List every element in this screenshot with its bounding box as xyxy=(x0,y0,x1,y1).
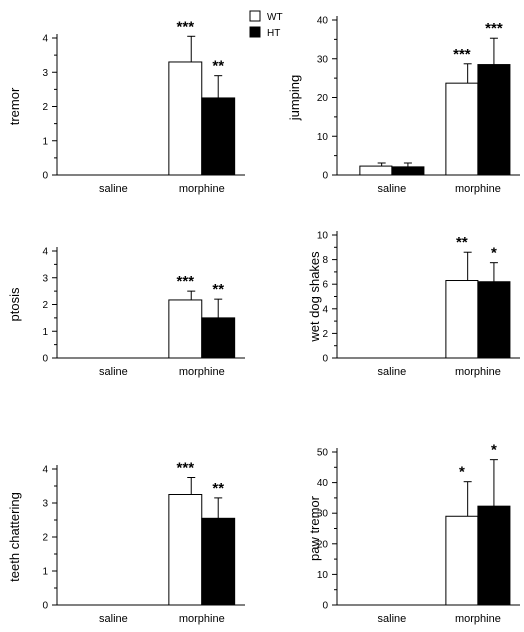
x-category-label: morphine xyxy=(455,183,501,195)
legend-swatch-ht xyxy=(249,26,261,38)
bar-ht xyxy=(391,166,425,176)
y-tick-label: 10 xyxy=(317,570,329,581)
significance-label: *** xyxy=(177,273,195,290)
y-tick-label: 0 xyxy=(42,354,48,365)
significance-label: ** xyxy=(212,281,224,298)
y-tick-label: 4 xyxy=(322,304,328,315)
bar-ht xyxy=(201,97,236,176)
y-tick-label: 2 xyxy=(42,102,48,113)
y-tick-label: 8 xyxy=(322,255,328,266)
significance-label: *** xyxy=(177,18,195,35)
x-category-label: morphine xyxy=(179,183,225,195)
y-tick-label: 0 xyxy=(42,171,48,182)
bar-wt xyxy=(168,494,203,606)
x-category-label: morphine xyxy=(455,613,501,625)
y-tick-label: 10 xyxy=(317,231,329,242)
y-tick-label: 2 xyxy=(42,533,48,544)
bar-wt xyxy=(445,82,479,176)
x-category-label: saline xyxy=(378,183,407,195)
x-category-label: saline xyxy=(99,613,128,625)
y-tick-label: 0 xyxy=(322,601,328,612)
bar-ht xyxy=(201,317,236,359)
x-category-label: morphine xyxy=(455,366,501,378)
bar-ht xyxy=(477,281,511,359)
x-category-label: saline xyxy=(99,183,128,195)
y-tick-label: 40 xyxy=(317,478,329,489)
legend-swatch-wt xyxy=(249,10,261,22)
significance-label: *** xyxy=(177,460,195,477)
y-tick-label: 0 xyxy=(322,171,328,182)
legend: WT HT xyxy=(249,10,283,39)
bar-wt xyxy=(168,299,203,359)
significance-label: * xyxy=(491,442,497,459)
bar-ht xyxy=(477,505,511,606)
y-tick-label: 6 xyxy=(322,280,328,291)
y-tick-label: 20 xyxy=(317,93,329,104)
significance-label: *** xyxy=(453,46,471,63)
y-axis-label: wet dog shakes xyxy=(307,251,322,343)
y-tick-label: 0 xyxy=(42,601,48,612)
y-tick-label: 1 xyxy=(42,327,48,338)
y-tick-label: 3 xyxy=(42,499,48,510)
y-tick-label: 50 xyxy=(317,448,329,459)
y-tick-label: 0 xyxy=(322,354,328,365)
significance-label: *** xyxy=(485,20,503,37)
y-tick-label: 4 xyxy=(42,247,48,258)
legend-label-wt: WT xyxy=(267,12,283,23)
chart-panel: 0 10 20 30 40 50 paw tremor saline morphine * * xyxy=(307,442,520,625)
bar-wt xyxy=(168,61,203,176)
significance-label: * xyxy=(459,464,465,481)
y-tick-label: 30 xyxy=(317,509,329,520)
y-axis-label: ptosis xyxy=(7,287,22,321)
y-tick-label: 3 xyxy=(42,68,48,79)
x-category-label: saline xyxy=(378,366,407,378)
x-category-label: morphine xyxy=(179,366,225,378)
legend-label-ht: HT xyxy=(267,28,280,39)
y-tick-label: 1 xyxy=(42,136,48,147)
y-tick-label: 4 xyxy=(42,465,48,476)
y-axis-label: tremor xyxy=(7,87,22,125)
bar-wt xyxy=(359,165,393,176)
x-category-label: morphine xyxy=(179,613,225,625)
y-tick-label: 1 xyxy=(42,567,48,578)
bar-wt xyxy=(445,515,479,606)
y-tick-label: 20 xyxy=(317,539,329,550)
significance-label: ** xyxy=(212,58,224,75)
y-axis-label: teeth chattering xyxy=(7,492,22,582)
x-category-label: saline xyxy=(378,613,407,625)
chart-panel: 0 10 20 30 40 jumping saline morphine *** *** xyxy=(287,16,520,195)
y-tick-label: 40 xyxy=(317,16,329,27)
y-axis-label: jumping xyxy=(287,75,302,122)
bar-ht xyxy=(201,517,236,606)
y-tick-label: 30 xyxy=(317,54,329,65)
y-axis-label: paw tremor xyxy=(307,495,322,561)
x-category-label: saline xyxy=(99,366,128,378)
y-tick-label: 4 xyxy=(42,34,48,45)
y-tick-label: 2 xyxy=(322,329,328,340)
y-tick-label: 10 xyxy=(317,132,329,143)
y-tick-label: 3 xyxy=(42,273,48,284)
y-tick-label: 2 xyxy=(42,300,48,311)
significance-label: * xyxy=(491,245,497,262)
significance-label: ** xyxy=(212,480,224,497)
significance-label: ** xyxy=(456,234,468,251)
bar-ht xyxy=(477,64,511,176)
bar-wt xyxy=(445,280,479,359)
